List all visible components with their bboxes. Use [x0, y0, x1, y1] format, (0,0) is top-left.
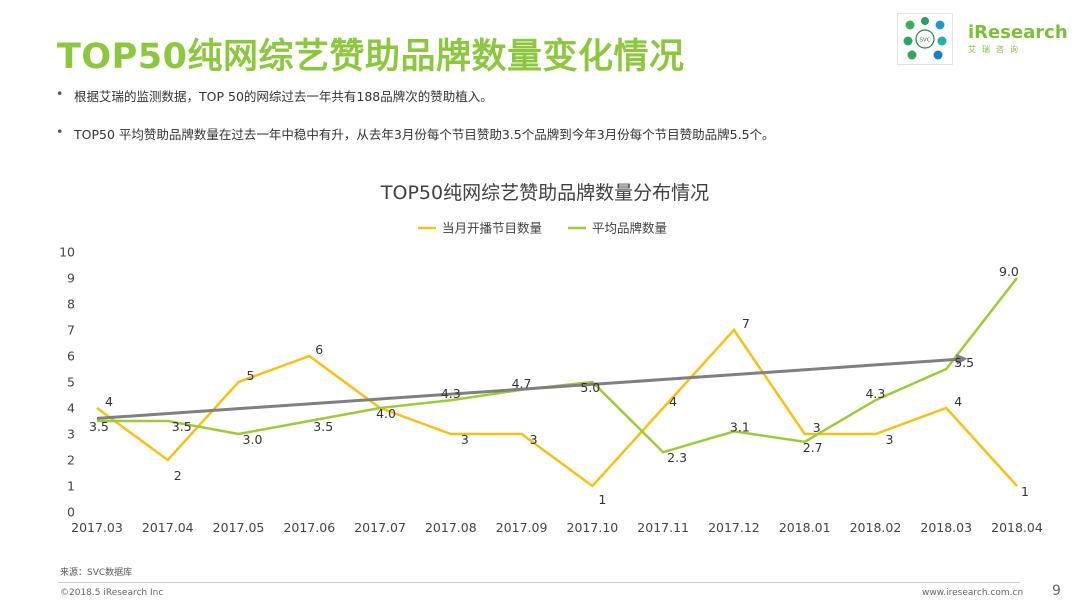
chart-title: TOP50纯网综艺赞助品牌数量分布情况 [380, 182, 709, 204]
svc-diagram-icon: SVC [903, 17, 947, 60]
bullet-text: 根据艾瑞的监测数据，TOP 50的网综过去一年共有188品牌次的赞助植入。 [74, 89, 493, 104]
x-tick-label: 2017.07 [354, 520, 406, 535]
chart-legend: 当月开播节目数量 平均品牌数量 [418, 221, 667, 236]
svc-logo: SVC [897, 13, 953, 65]
data-label: 3 [885, 432, 893, 447]
data-label: 4.3 [441, 386, 461, 401]
x-axis: 2017.03 2017.04 2017.05 2017.06 2017.07 2017.… [71, 520, 1043, 535]
copyright: ©2018.5 iResearch Inc [60, 588, 164, 598]
y-tick-label: 0 [67, 505, 75, 520]
source-note: 来源：SVC数据库 [60, 568, 133, 578]
svc-logo-label: SVC [919, 38, 930, 44]
data-label: 5.5 [954, 355, 974, 370]
data-label: 9.0 [999, 264, 1019, 279]
x-tick-label: 2018.04 [991, 520, 1043, 535]
x-tick-label: 2017.11 [637, 520, 689, 535]
y-tick-label: 8 [67, 297, 75, 312]
data-label: 3.5 [313, 419, 333, 434]
x-tick-label: 2017.03 [71, 520, 123, 535]
y-tick-label: 3 [67, 427, 75, 442]
data-label: 2.7 [803, 440, 823, 455]
bullet-item: 根据艾瑞的监测数据，TOP 50的网综过去一年共有188品牌次的赞助植入。 [56, 86, 493, 105]
website: www.iresearch.com.cn [922, 588, 1024, 598]
legend-label: 当月开播节目数量 [442, 221, 542, 236]
x-tick-label: 2017.06 [283, 520, 335, 535]
y-tick-label: 4 [67, 401, 75, 416]
bullet-text: TOP50 平均赞助品牌数量在过去一年中稳中有升，从去年3月份每个节目赞助3.5… [74, 127, 775, 142]
data-label: 3.5 [89, 419, 109, 434]
data-label: 3.5 [172, 419, 192, 434]
data-label: 2 [174, 468, 182, 483]
iresearch-logo: iResearch 艾瑞咨询 [968, 22, 1068, 55]
y-tick-label: 9 [67, 271, 75, 286]
y-tick-label: 10 [59, 245, 75, 260]
x-tick-label: 2017.05 [213, 520, 265, 535]
x-tick-label: 2017.04 [142, 520, 194, 535]
data-label: 6 [315, 342, 323, 357]
x-tick-label: 2017.12 [708, 520, 760, 535]
data-label: 4.3 [865, 386, 885, 401]
data-label: 7 [742, 316, 750, 331]
slide-title: TOP50纯网综艺赞助品牌数量变化情况 [57, 37, 685, 77]
data-label: 3 [461, 432, 469, 447]
x-tick-label: 2018.01 [779, 520, 831, 535]
data-label: 3.0 [243, 432, 263, 447]
data-label: 4 [105, 394, 113, 409]
data-label: 4 [954, 394, 962, 409]
y-tick-label: 1 [67, 479, 75, 494]
line-chart: TOP50纯网综艺赞助品牌数量分布情况 当月开播节目数量 平均品牌数量 01234… [59, 182, 1043, 535]
data-label: 5.0 [580, 380, 600, 395]
y-tick-label: 7 [67, 323, 75, 338]
x-tick-label: 2017.08 [425, 520, 477, 535]
y-tick-label: 6 [67, 349, 75, 364]
plot-area: 4 2 5 6 3 3 1 4 7 3 3 4 1 3.5 3.5 3.0 3.5 4.0 4.3 4.7 5.0 2.3… [89, 264, 1029, 507]
legend-label: 平均品牌数量 [592, 221, 667, 236]
data-label: 3 [813, 420, 821, 435]
trend-arrow-head [956, 353, 968, 365]
data-label: 3 [530, 432, 538, 447]
y-tick-label: 5 [67, 375, 75, 390]
series-line [96, 327, 1018, 488]
data-label: 3.1 [730, 419, 750, 434]
x-tick-label: 2017.10 [567, 520, 619, 535]
brand-name: iResearch [968, 22, 1068, 43]
data-label: 4.7 [512, 376, 532, 391]
bullet-item: TOP50 平均赞助品牌数量在过去一年中稳中有升，从去年3月份每个节目赞助3.5… [56, 124, 775, 143]
data-label: 2.3 [667, 450, 687, 465]
footer-divider [58, 582, 1020, 583]
trend-arrow [96, 357, 957, 420]
data-label: 1 [1021, 484, 1029, 499]
data-label: 5 [247, 368, 255, 383]
y-tick-label: 2 [67, 453, 75, 468]
data-label: 4 [669, 394, 677, 409]
x-tick-label: 2018.03 [920, 520, 972, 535]
x-tick-label: 2017.09 [496, 520, 548, 535]
x-tick-label: 2018.02 [850, 520, 902, 535]
data-label: 1 [598, 492, 606, 507]
y-axis: 0 1 2 3 4 5 6 7 8 9 10 [59, 245, 75, 520]
page-number: 9 [1052, 583, 1061, 599]
brand-subtitle: 艾瑞咨询 [968, 45, 1024, 54]
data-label: 4.0 [376, 406, 396, 421]
